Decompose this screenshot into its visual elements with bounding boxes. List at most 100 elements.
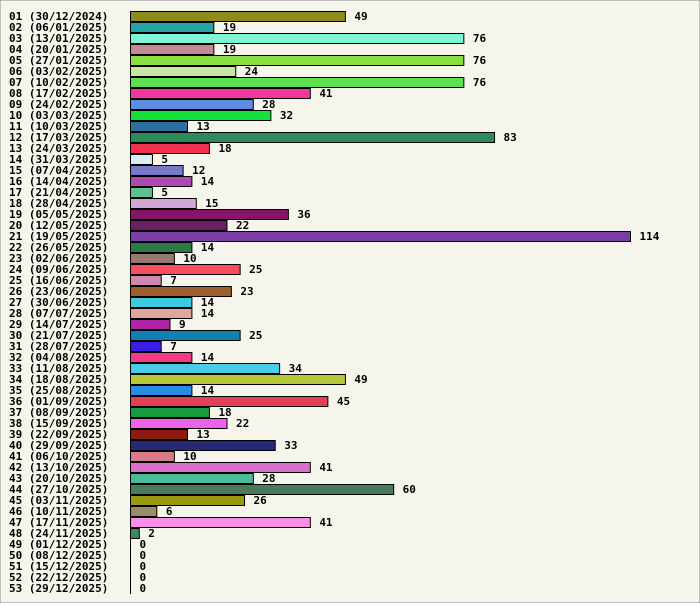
category-label: 41 (06/10/2025) <box>9 450 108 463</box>
bar <box>130 231 631 242</box>
bar <box>130 308 193 319</box>
bar <box>130 88 311 99</box>
value-label: 0 <box>140 560 147 573</box>
value-label: 7 <box>170 274 177 287</box>
value-label: 76 <box>473 54 487 67</box>
value-label: 28 <box>262 472 275 485</box>
value-label: 22 <box>236 219 249 232</box>
value-label: 22 <box>236 417 249 430</box>
category-label: 10 (03/03/2025) <box>9 109 108 122</box>
value-label: 32 <box>280 109 293 122</box>
value-label: 26 <box>254 494 268 507</box>
value-label: 6 <box>166 505 173 518</box>
value-label: 10 <box>183 252 196 265</box>
value-label: 41 <box>319 516 333 529</box>
category-label: 18 (28/04/2025) <box>9 197 108 210</box>
bar <box>130 517 311 528</box>
value-label: 25 <box>249 263 262 276</box>
category-label: 34 (18/08/2025) <box>9 373 108 386</box>
bar <box>130 374 346 385</box>
value-label: 25 <box>249 329 262 342</box>
value-label: 7 <box>170 340 177 353</box>
category-label: 52 (22/12/2025) <box>9 571 108 584</box>
category-label: 08 (17/02/2025) <box>9 87 108 100</box>
bar <box>130 319 171 330</box>
value-label: 14 <box>201 241 215 254</box>
value-label: 19 <box>223 21 236 34</box>
value-label: 19 <box>223 43 236 56</box>
bar <box>130 418 228 429</box>
bar <box>130 462 311 473</box>
category-label: 53 (29/12/2025) <box>9 582 108 595</box>
category-label: 06 (03/02/2025) <box>9 65 108 78</box>
value-label: 60 <box>403 483 416 496</box>
bar <box>130 22 215 33</box>
category-label: 17 (21/04/2025) <box>9 186 108 199</box>
category-label: 11 (10/03/2025) <box>9 120 108 133</box>
bar <box>130 176 193 187</box>
bar <box>130 407 210 418</box>
category-label: 26 (23/06/2025) <box>9 285 108 298</box>
category-label: 39 (22/09/2025) <box>9 428 108 441</box>
bar <box>130 44 215 55</box>
category-label: 23 (02/06/2025) <box>9 252 108 265</box>
bar <box>130 396 329 407</box>
bar <box>130 55 465 66</box>
value-label: 28 <box>262 98 275 111</box>
bar <box>130 528 140 539</box>
category-label: 16 (14/04/2025) <box>9 175 108 188</box>
bar <box>130 11 346 22</box>
value-label: 14 <box>201 296 215 309</box>
category-label: 40 (29/09/2025) <box>9 439 108 452</box>
category-label: 30 (21/07/2025) <box>9 329 108 342</box>
bar <box>130 198 197 209</box>
value-label: 45 <box>337 395 350 408</box>
category-label: 25 (16/06/2025) <box>9 274 108 287</box>
category-label: 15 (07/04/2025) <box>9 164 108 177</box>
value-label: 34 <box>289 362 303 375</box>
value-label: 33 <box>284 439 297 452</box>
bar <box>130 484 395 495</box>
category-label: 37 (08/09/2025) <box>9 406 108 419</box>
category-label: 01 (30/12/2024) <box>9 10 108 23</box>
bar <box>130 220 228 231</box>
value-label: 114 <box>640 230 660 243</box>
category-label: 32 (04/08/2025) <box>9 351 108 364</box>
value-label: 0 <box>140 582 147 595</box>
bar <box>130 495 246 506</box>
value-label: 13 <box>197 428 210 441</box>
bar <box>130 275 162 286</box>
value-label: 41 <box>319 461 333 474</box>
value-label: 14 <box>201 307 215 320</box>
value-label: 5 <box>161 186 168 199</box>
category-label: 22 (26/05/2025) <box>9 241 108 254</box>
bar <box>130 473 254 484</box>
category-label: 03 (13/01/2025) <box>9 32 108 45</box>
value-label: 9 <box>179 318 186 331</box>
bar <box>130 121 189 132</box>
bar <box>130 330 241 341</box>
bar <box>130 165 184 176</box>
category-label: 13 (24/03/2025) <box>9 142 108 155</box>
bar <box>130 286 232 297</box>
category-label: 12 (17/03/2025) <box>9 131 108 144</box>
bar <box>130 187 153 198</box>
bar <box>130 253 175 264</box>
value-label: 0 <box>140 538 147 551</box>
bar <box>130 143 210 154</box>
value-label: 76 <box>473 76 487 89</box>
bars <box>130 11 631 539</box>
value-label: 13 <box>197 120 210 133</box>
bar <box>130 341 162 352</box>
bar <box>130 506 158 517</box>
category-label: 09 (24/02/2025) <box>9 98 108 111</box>
bar <box>130 33 465 44</box>
value-label: 14 <box>201 351 215 364</box>
value-label: 18 <box>218 142 231 155</box>
value-label: 76 <box>473 32 487 45</box>
category-label: 24 (09/06/2025) <box>9 263 108 276</box>
category-label: 50 (08/12/2025) <box>9 549 108 562</box>
category-label: 43 (20/10/2025) <box>9 472 108 485</box>
